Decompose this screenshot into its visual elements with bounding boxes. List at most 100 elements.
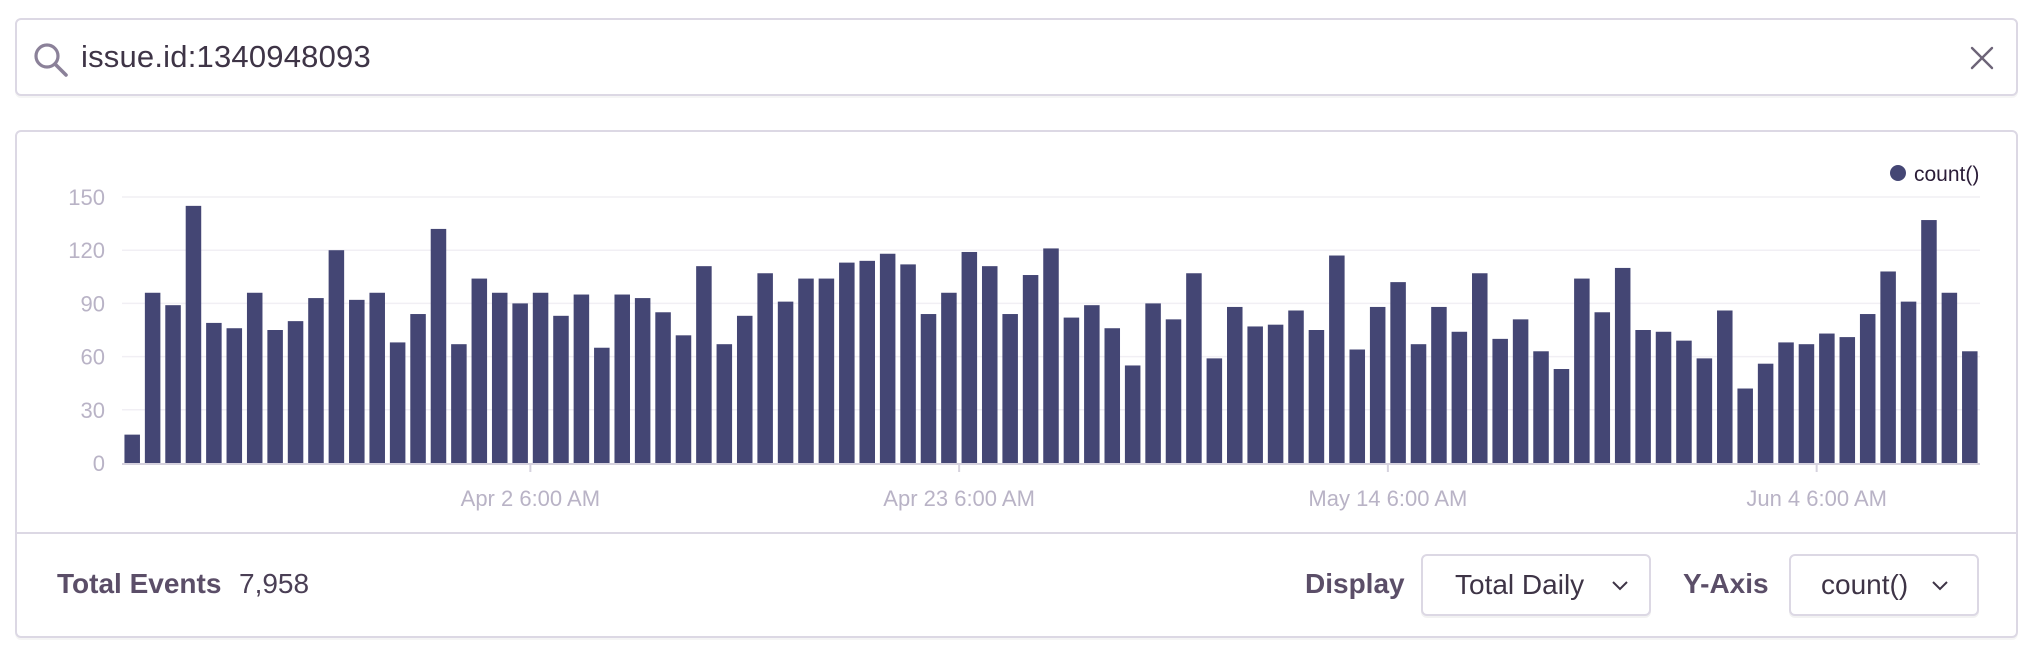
total-events-value: 7,958 xyxy=(239,568,310,599)
bar xyxy=(1104,328,1121,463)
bar xyxy=(879,253,896,463)
bar xyxy=(757,273,773,463)
bar xyxy=(1553,369,1570,463)
chart-panel: 0 30 60 90 120 150 Apr 2 6:00 AM Apr 23 6:00 AM… xyxy=(15,130,2018,638)
bar xyxy=(124,434,140,463)
y-tick-label: 60 xyxy=(81,345,105,370)
bar xyxy=(165,305,181,463)
bar xyxy=(1512,319,1529,463)
bar xyxy=(900,264,916,463)
bar xyxy=(1798,344,1815,463)
y-tick-label: 150 xyxy=(68,185,105,210)
bar xyxy=(696,266,712,463)
bar xyxy=(491,292,508,463)
bar xyxy=(634,298,651,463)
search-bar[interactable]: issue.id:1340948093 xyxy=(15,18,2018,96)
legend-label: count() xyxy=(1914,163,1979,186)
bar xyxy=(1329,255,1345,463)
bar xyxy=(1819,333,1835,463)
bar xyxy=(1124,365,1141,463)
display-label: Display xyxy=(1305,568,1405,599)
bar xyxy=(369,292,385,463)
bar xyxy=(532,292,549,463)
bar xyxy=(1226,306,1243,463)
bar xyxy=(1472,273,1488,463)
bar xyxy=(1900,301,1917,463)
bar xyxy=(267,330,283,463)
y-axis-label: Y-Axis xyxy=(1683,568,1769,599)
bar xyxy=(451,344,467,463)
search-input[interactable]: issue.id:1340948093 xyxy=(81,39,371,74)
bar xyxy=(1921,220,1937,463)
bar xyxy=(1022,275,1039,463)
display-dropdown[interactable]: Total Daily xyxy=(1421,554,1651,616)
bar xyxy=(1002,314,1018,463)
bar xyxy=(675,335,692,463)
y-tick-label: 0 xyxy=(93,451,105,476)
bar xyxy=(1737,388,1753,463)
bar xyxy=(777,301,794,463)
bar xyxy=(1757,363,1774,463)
bar xyxy=(1655,331,1672,463)
bar xyxy=(1962,351,1978,463)
bar xyxy=(1063,317,1080,463)
bar xyxy=(185,205,202,463)
y-axis-dropdown-value: count() xyxy=(1821,569,1909,600)
bar xyxy=(716,344,733,463)
bar xyxy=(410,314,426,463)
events-chart: 0 30 60 90 120 150 Apr 2 6:00 AM Apr 23 6:00 AM… xyxy=(68,163,1980,511)
chevron-down-icon xyxy=(1932,581,1948,591)
bar xyxy=(1431,306,1447,463)
bar xyxy=(614,294,630,463)
bar xyxy=(1267,324,1284,463)
bar xyxy=(349,299,365,463)
bar xyxy=(1206,358,1223,463)
bar xyxy=(471,278,488,463)
bar xyxy=(1941,292,1958,463)
close-icon[interactable] xyxy=(1968,44,1996,72)
y-axis-dropdown[interactable]: count() xyxy=(1789,554,1979,616)
bar xyxy=(226,328,243,463)
bar xyxy=(594,347,610,463)
bar xyxy=(553,315,569,463)
y-tick-label: 90 xyxy=(81,291,105,316)
bar xyxy=(1594,312,1611,463)
bar xyxy=(1247,326,1263,463)
bar xyxy=(1614,267,1631,463)
bar xyxy=(1369,306,1386,463)
bar xyxy=(206,322,222,463)
bar xyxy=(1635,330,1651,463)
bar xyxy=(308,298,324,463)
bar xyxy=(920,314,937,463)
bar xyxy=(941,292,957,463)
bar xyxy=(1084,305,1100,463)
bar xyxy=(573,294,590,463)
bar xyxy=(1696,358,1713,463)
bar xyxy=(981,266,998,463)
search-icon xyxy=(34,43,68,77)
x-tick-label: Apr 23 6:00 AM xyxy=(883,486,1035,511)
bar xyxy=(1778,342,1794,463)
bar xyxy=(818,278,835,463)
bar xyxy=(144,292,161,463)
bar xyxy=(1451,331,1468,463)
bar xyxy=(512,303,528,463)
legend-dot xyxy=(1890,165,1906,181)
bar xyxy=(961,251,978,463)
bar xyxy=(1533,351,1549,463)
bar xyxy=(1308,330,1325,463)
bar xyxy=(1288,310,1304,463)
x-tick-label: Apr 2 6:00 AM xyxy=(461,486,600,511)
bar xyxy=(287,321,304,463)
bar xyxy=(1839,337,1856,463)
bar xyxy=(1043,248,1059,463)
bar xyxy=(1410,344,1427,463)
bar xyxy=(1349,349,1366,463)
bar xyxy=(430,228,447,463)
y-tick-label: 30 xyxy=(81,398,105,423)
x-tick-label: Jun 4 6:00 AM xyxy=(1746,486,1887,511)
bar xyxy=(1492,338,1508,463)
bar xyxy=(839,262,855,463)
x-tick-label: May 14 6:00 AM xyxy=(1308,486,1467,511)
bar xyxy=(859,260,876,463)
